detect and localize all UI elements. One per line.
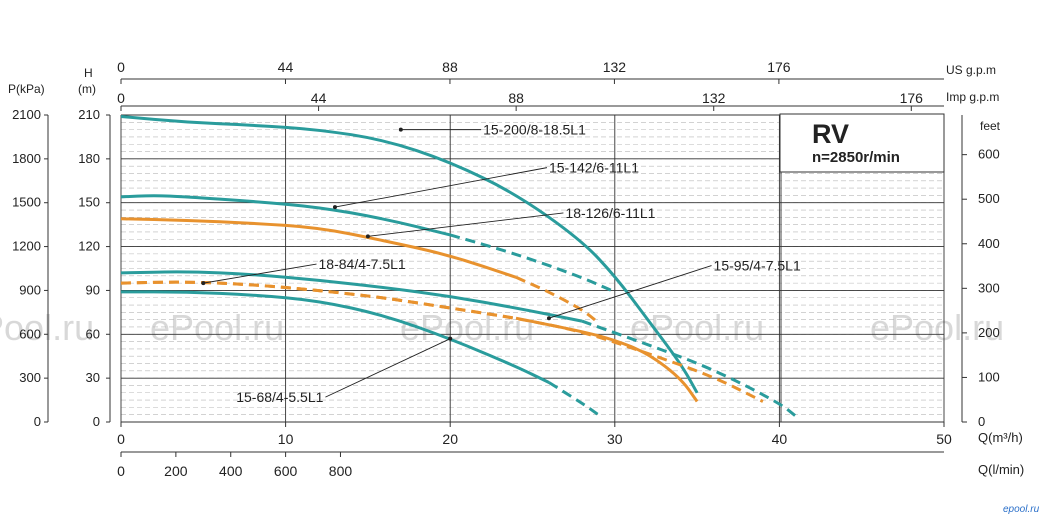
x2-tick-label-lmin: 600: [274, 463, 298, 479]
us-gpm-tick-label: 0: [117, 59, 125, 75]
x-axis-label-us-gpm: US g.p.m: [946, 63, 996, 77]
y-tick-label-feet: 100: [978, 369, 1000, 384]
x-tick-label-m3h: 30: [607, 431, 623, 447]
y-tick-label-feet: 600: [978, 147, 1000, 162]
imp-gpm-tick-label: 88: [508, 90, 524, 106]
series-curve-dashed: [449, 233, 616, 294]
imp-gpm-tick-label: 176: [900, 90, 924, 106]
series-curve: [120, 194, 451, 237]
y-tick-label-m: 150: [78, 195, 100, 210]
y-tick-label-m: 30: [86, 370, 100, 385]
series-curve-dashed: [581, 319, 797, 418]
us-gpm-tick-label: 88: [442, 59, 458, 75]
y-tick-label-kpa: 1800: [12, 151, 41, 166]
x-tick-label-m3h: 10: [278, 431, 294, 447]
y-axis-label-m-bottom: (m): [78, 82, 96, 96]
y-tick-label-kpa: 600: [19, 326, 41, 341]
series-curve-dashed: [548, 381, 600, 416]
y-axis-label-m-top: H: [84, 66, 93, 80]
series-curve: [120, 217, 517, 279]
y-tick-label-m: 180: [78, 151, 100, 166]
x-tick-label-m3h: 0: [117, 431, 125, 447]
series-label: 15-68/4-5.5L1: [236, 389, 323, 405]
y-tick-label-kpa: 900: [19, 282, 41, 297]
y-tick-label-feet: 500: [978, 191, 1000, 206]
y-tick-label-feet: 200: [978, 325, 1000, 340]
leader-line: [548, 265, 712, 319]
series-curve: [515, 316, 699, 403]
title-box: [779, 113, 945, 173]
leader-line: [325, 338, 451, 398]
axes: 210 2100 180 1800 150 1500 120 1200 90 900 60 600 30…: [12, 59, 1000, 479]
series-curve: [120, 115, 699, 394]
x-tick-label-m3h: 50: [936, 431, 952, 447]
watermark-text: ePool.ru: [0, 307, 94, 348]
x-axis-label-imp-gpm: Imp g.p.m: [946, 90, 999, 104]
series-curve: [120, 270, 583, 323]
series-labels: 15-200/8-18.5L1 15-142/6-11L1 18-126/6-11L…: [201, 122, 801, 405]
series-curve-dashed: [120, 280, 517, 320]
imp-gpm-tick-label: 44: [311, 90, 327, 106]
series-label: 15-200/8-18.5L1: [483, 122, 586, 138]
x2-tick-label-lmin: 400: [219, 463, 243, 479]
us-gpm-tick-label: 176: [767, 59, 791, 75]
x2-tick-label-lmin: 800: [329, 463, 353, 479]
series-curve-dashed: [515, 275, 600, 324]
corner-logo: epool.ru: [1003, 504, 1040, 515]
series-label: 15-142/6-11L1: [549, 160, 639, 176]
y-tick-label-feet: 400: [978, 236, 1000, 251]
y-axis-label-feet: feet: [980, 119, 1001, 133]
x-tick-label-m3h: 40: [772, 431, 788, 447]
y-tick-label-kpa: 2100: [12, 107, 41, 122]
us-gpm-tick-label: 132: [603, 59, 627, 75]
x2-tick-label-lmin: 0: [117, 463, 125, 479]
chart-subtitle: n=2850r/min: [812, 149, 900, 166]
y-tick-label-kpa: 0: [34, 414, 41, 429]
watermark-text: ePool.ru: [870, 307, 1004, 348]
series-label: 15-95/4-7.5L1: [714, 258, 801, 274]
y-tick-label-feet: 300: [978, 280, 1000, 295]
x-axis-label-m3h: Q(m³/h): [978, 430, 1023, 445]
y-tick-label-kpa: 300: [19, 370, 41, 385]
us-gpm-tick-label: 44: [278, 59, 294, 75]
y-tick-label-m: 60: [86, 326, 100, 341]
pump-curves: [120, 115, 797, 418]
series-label: 18-126/6-11L1: [565, 205, 655, 221]
y-tick-label-m: 0: [93, 414, 100, 429]
y-axis-label-kpa: P(kPa): [8, 82, 45, 96]
y-tick-label-m: 90: [86, 282, 100, 297]
watermark-text: ePool.ru: [150, 307, 284, 348]
leader-line: [367, 212, 564, 237]
y-tick-label-m: 120: [78, 239, 100, 254]
x-axis-label-lmin: Q(l/min): [978, 462, 1024, 477]
y-tick-label-feet: 0: [978, 414, 985, 429]
chart-title: RV: [812, 119, 849, 149]
series-curve: [121, 290, 550, 384]
y-tick-label-kpa: 1200: [12, 239, 41, 254]
x2-tick-label-lmin: 200: [164, 463, 188, 479]
imp-gpm-tick-label: 132: [702, 90, 726, 106]
imp-gpm-tick-label: 0: [117, 90, 125, 106]
x-tick-label-m3h: 20: [442, 431, 458, 447]
leader-line: [334, 167, 548, 208]
leader-line: [203, 263, 317, 284]
y-tick-label-m: 210: [78, 107, 100, 122]
series-label: 18-84/4-7.5L1: [319, 256, 406, 272]
y-tick-label-kpa: 1500: [12, 195, 41, 210]
